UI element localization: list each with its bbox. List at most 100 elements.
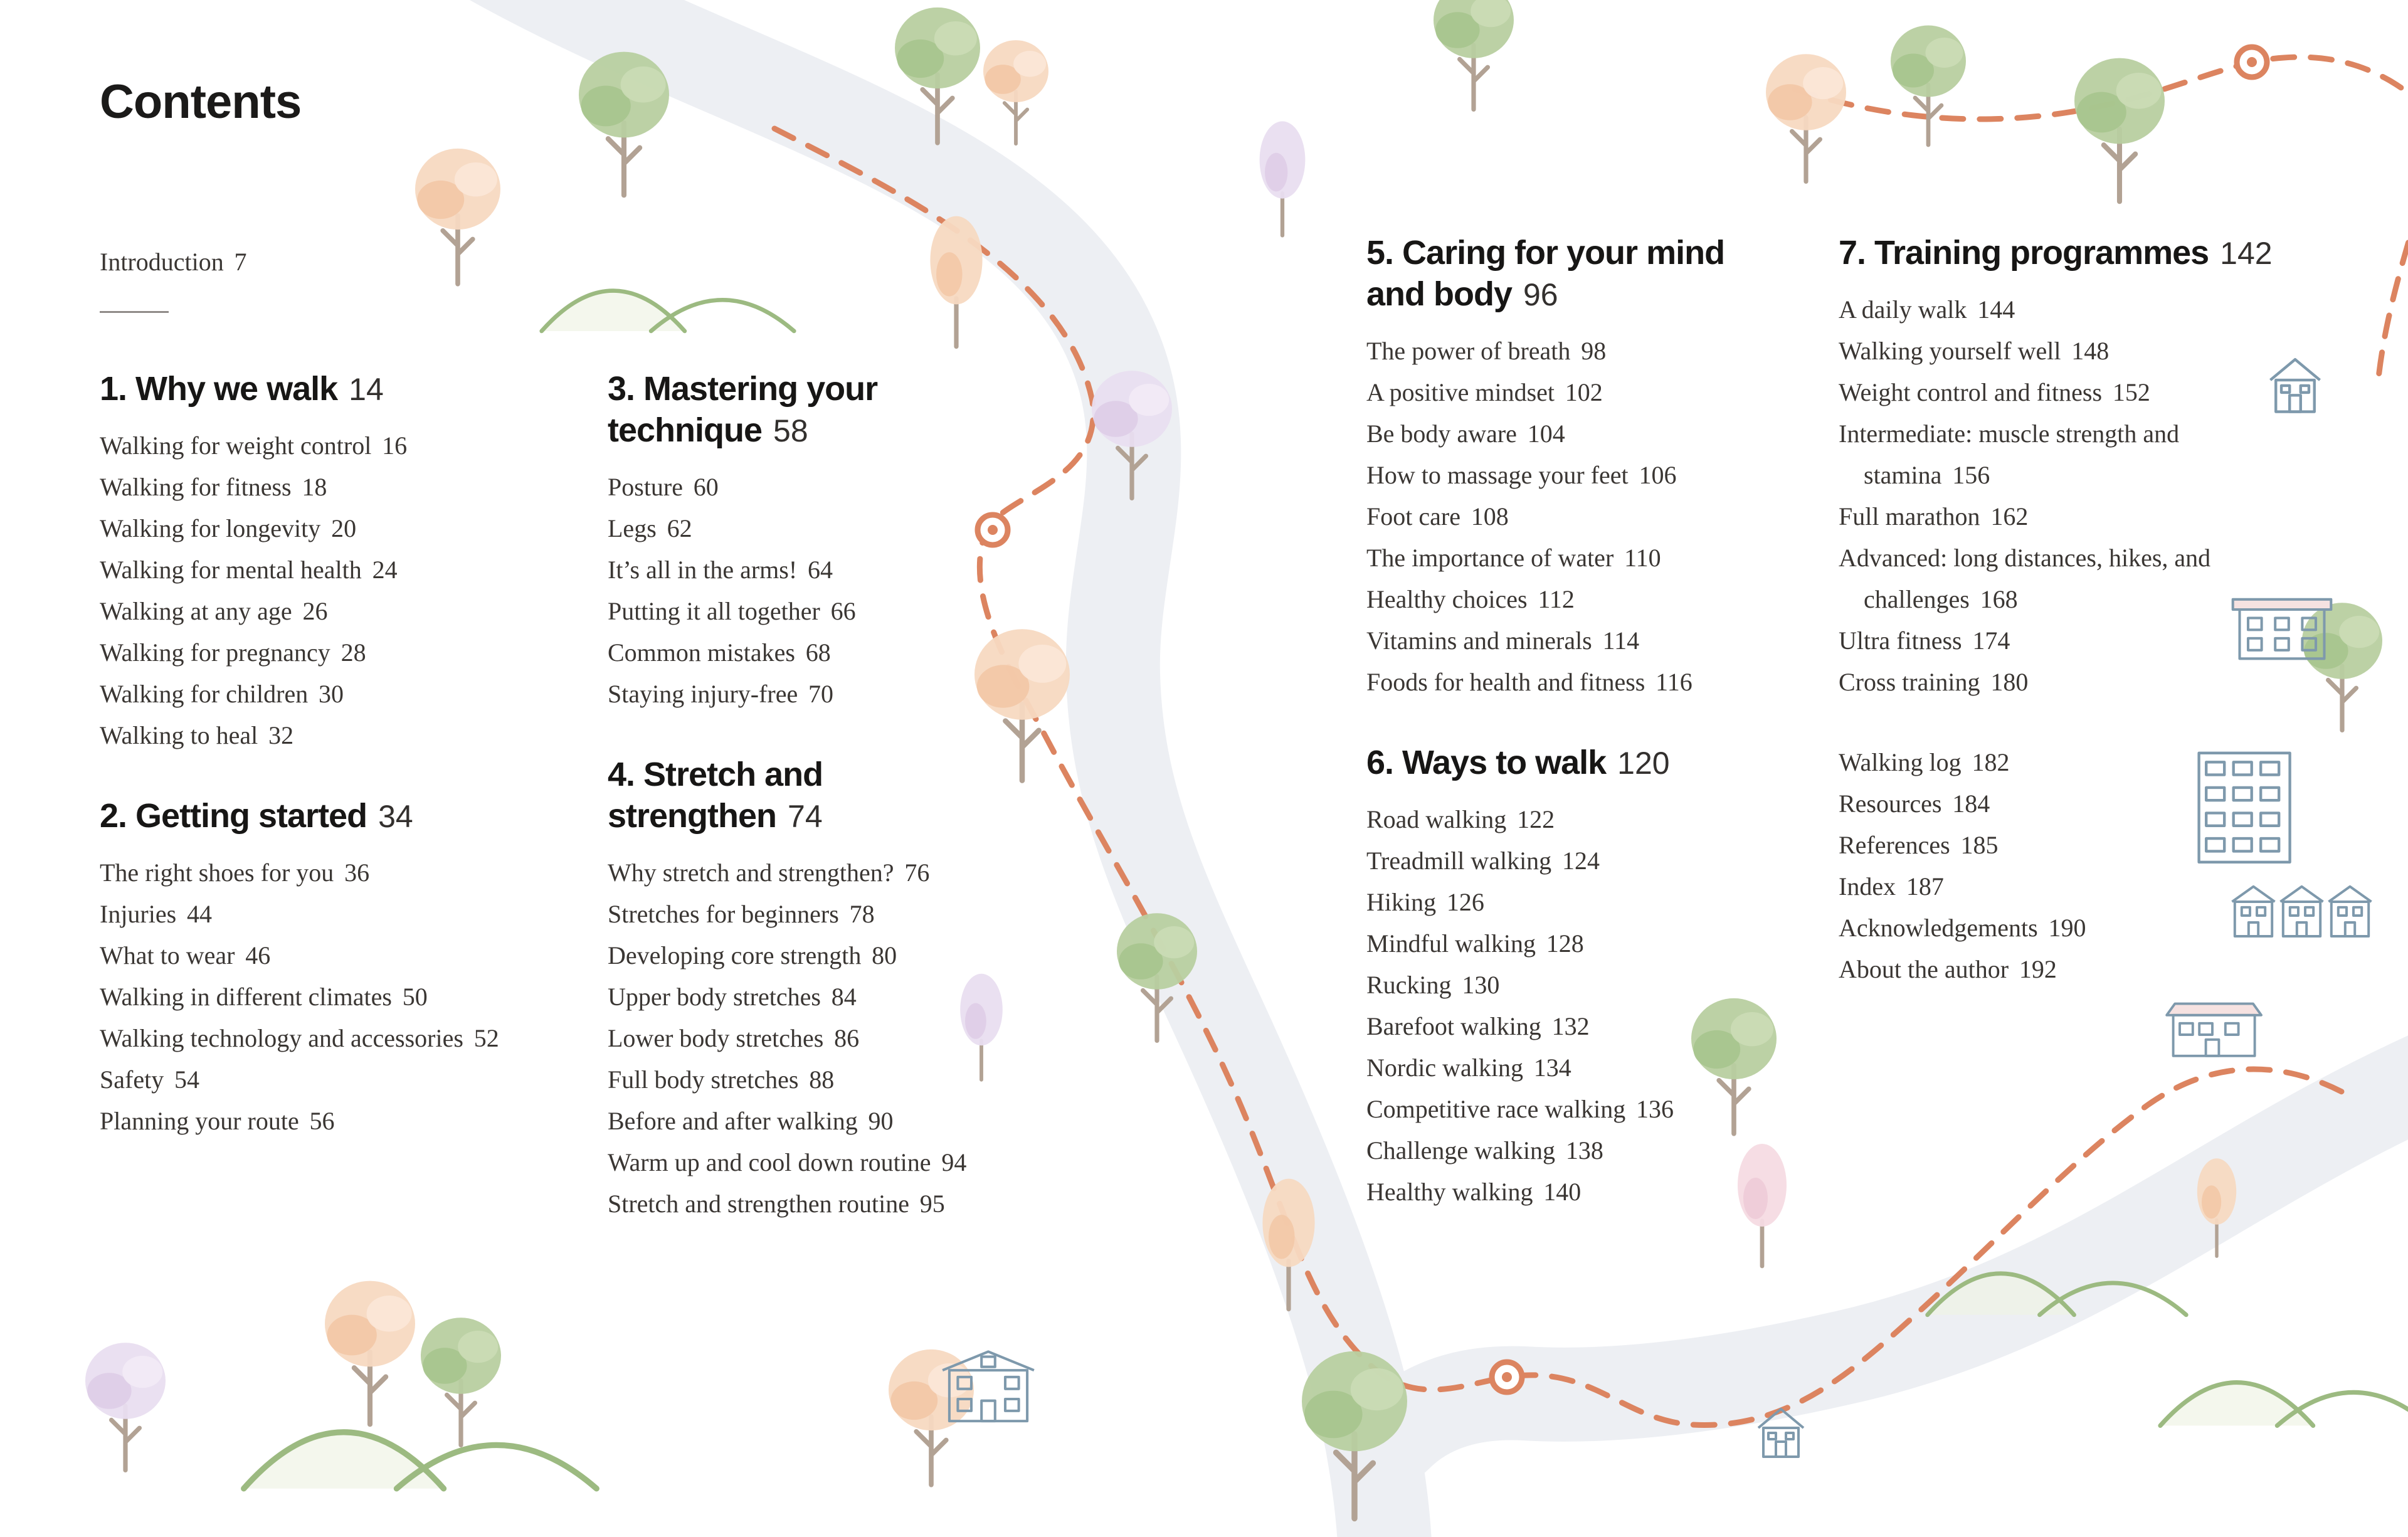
toc-item-label: Stretches for beginners xyxy=(608,900,839,928)
toc-item: Walking for children 30 xyxy=(100,673,576,715)
toc-item: Stretches for beginners 78 xyxy=(608,894,1034,935)
intro-label: Introduction xyxy=(100,248,224,276)
toc-item-page: 86 xyxy=(834,1024,860,1052)
toc-item-label: Walking technology and accessories xyxy=(100,1024,463,1052)
toc-item: Ultra fitness 174 xyxy=(1839,620,2215,662)
section-3-mastering-your-technique: 3. Mastering your technique 58 Posture 60 L… xyxy=(608,368,1034,715)
toc-item-page: 108 xyxy=(1471,502,1509,531)
trail-marker-icon xyxy=(974,512,1011,548)
section-heading-label: 7. Training programmes xyxy=(1839,234,2209,272)
toc-item: Developing core strength 80 xyxy=(608,935,1034,976)
toc-item-page: 132 xyxy=(1551,1012,1590,1040)
column-3: 5. Caring for your mind and body 96 The p… xyxy=(1366,232,1743,1213)
section-heading: 6. Ways to walk 120 xyxy=(1366,742,1743,784)
section-page-number: 34 xyxy=(378,799,413,834)
section-page-number: 74 xyxy=(788,799,823,834)
toc-item-label: Road walking xyxy=(1366,805,1507,833)
toc-item-label: What to wear xyxy=(100,941,235,969)
toc-item-page: 18 xyxy=(302,473,327,501)
toc-item-page: 136 xyxy=(1636,1095,1674,1123)
toc-item-page: 192 xyxy=(2019,955,2057,983)
toc-item: Walking for weight control 16 xyxy=(100,425,576,467)
toc-item-label: The importance of water xyxy=(1366,544,1614,572)
toc-item-page: 144 xyxy=(1977,295,2015,324)
toc-item: Putting it all together 66 xyxy=(608,591,1034,632)
toc-item-label: Cross training xyxy=(1839,668,1980,696)
toc-item: Common mistakes 68 xyxy=(608,632,1034,673)
toc-item-label: It’s all in the arms! xyxy=(608,556,798,584)
toc-item: References 185 xyxy=(1839,825,2215,866)
toc-item-label: Posture xyxy=(608,473,683,501)
section-5-caring-for-your-mind-and-body: 5. Caring for your mind and body 96 The p… xyxy=(1366,232,1743,703)
toc-item: Lower body stretches 86 xyxy=(608,1018,1034,1059)
toc-item-label: Staying injury-free xyxy=(608,680,798,708)
toc-item-label: Legs xyxy=(608,514,657,542)
toc-item-page: 168 xyxy=(1980,585,2018,613)
toc-item-page: 46 xyxy=(245,941,271,969)
section-4-stretch-and-strengthen: 4. Stretch and strengthen 74 Why stretch … xyxy=(608,754,1034,1225)
toc-item: Foot care 108 xyxy=(1366,496,1743,537)
intro-page-number: 7 xyxy=(234,248,247,276)
toc-item-page: 162 xyxy=(1990,502,2029,531)
building-icon xyxy=(2231,598,2333,660)
toc-item-label: Full body stretches xyxy=(608,1065,799,1094)
toc-item: Warm up and cool down routine 94 xyxy=(608,1142,1034,1183)
toc-item: Intermediate: muscle strength and stamin… xyxy=(1839,413,2215,496)
toc-item-label: Be body aware xyxy=(1366,420,1517,448)
toc-item-label: Safety xyxy=(100,1065,164,1094)
section-page-number: 58 xyxy=(773,413,808,448)
toc-item-page: 68 xyxy=(805,638,831,667)
toc-item: Foods for health and fitness 116 xyxy=(1366,662,1743,703)
toc-item-page: 156 xyxy=(1952,461,1990,489)
toc-item-page: 184 xyxy=(1952,790,1990,818)
toc-item: The power of breath 98 xyxy=(1366,330,1743,372)
toc-item-label: Upper body stretches xyxy=(608,983,821,1011)
toc-item: Be body aware 104 xyxy=(1366,413,1743,455)
toc-item: Acknowledgements 190 xyxy=(1839,907,2215,949)
toc-item: Advanced: long distances, hikes, and cha… xyxy=(1839,537,2215,620)
toc-item-page: 70 xyxy=(808,680,834,708)
toc-item-label: Foods for health and fitness xyxy=(1366,668,1645,696)
toc-item-page: 130 xyxy=(1462,971,1500,999)
toc-item: Injuries 44 xyxy=(100,894,576,935)
toc-item: A positive mindset 102 xyxy=(1366,372,1743,413)
section-items: The right shoes for you 36 Injuries 44 What … xyxy=(100,852,576,1142)
toc-item-label: Competitive race walking xyxy=(1366,1095,1626,1123)
toc-item-label: Walking for children xyxy=(100,680,309,708)
toc-item: Nordic walking 134 xyxy=(1366,1047,1743,1089)
toc-item: Vitamins and minerals 114 xyxy=(1366,620,1743,662)
toc-item-label: A positive mindset xyxy=(1366,378,1555,406)
toc-item-label: The right shoes for you xyxy=(100,858,334,887)
toc-item-label: Putting it all together xyxy=(608,597,820,625)
column-2: 3. Mastering your technique 58 Posture 60 L… xyxy=(608,368,1034,1225)
toc-item-page: 187 xyxy=(1906,872,1944,901)
toc-item-page: 104 xyxy=(1527,420,1565,448)
section-items: Posture 60 Legs 62 It’s all in the arms! 64 Pu… xyxy=(608,467,1034,715)
toc-item: Why stretch and strengthen? 76 xyxy=(608,852,1034,894)
toc-item-label: Walking for weight control xyxy=(100,431,372,460)
trail-dashed-path xyxy=(771,54,2408,1428)
toc-item-page: 124 xyxy=(1561,847,1600,875)
toc-item-label: Warm up and cool down routine xyxy=(608,1148,931,1176)
toc-item-page: 95 xyxy=(919,1190,945,1218)
toc-item-page: 114 xyxy=(1602,626,1640,655)
toc-item-label: Healthy choices xyxy=(1366,585,1528,613)
toc-item-page: 182 xyxy=(1972,748,2010,776)
toc-item: Walking in different climates 50 xyxy=(100,976,576,1018)
toc-item-label: Resources xyxy=(1839,790,1942,818)
toc-item: Walking for mental health 24 xyxy=(100,549,576,591)
toc-item-page: 66 xyxy=(830,597,856,625)
section-heading-label: 1. Why we walk xyxy=(100,370,338,408)
divider-line xyxy=(100,311,169,313)
toc-item-page: 190 xyxy=(2048,914,2086,942)
toc-item-page: 148 xyxy=(2071,337,2110,365)
toc-item-page: 126 xyxy=(1446,888,1484,916)
toc-item: Hiking 126 xyxy=(1366,882,1743,923)
toc-item-page: 122 xyxy=(1517,805,1555,833)
toc-item: Full marathon 162 xyxy=(1839,496,2215,537)
toc-item-page: 138 xyxy=(1565,1136,1603,1165)
toc-item-page: 54 xyxy=(174,1065,199,1094)
toc-item: Posture 60 xyxy=(608,467,1034,508)
toc-item-label: Walking for pregnancy xyxy=(100,638,330,667)
toc-item-page: 88 xyxy=(809,1065,835,1094)
